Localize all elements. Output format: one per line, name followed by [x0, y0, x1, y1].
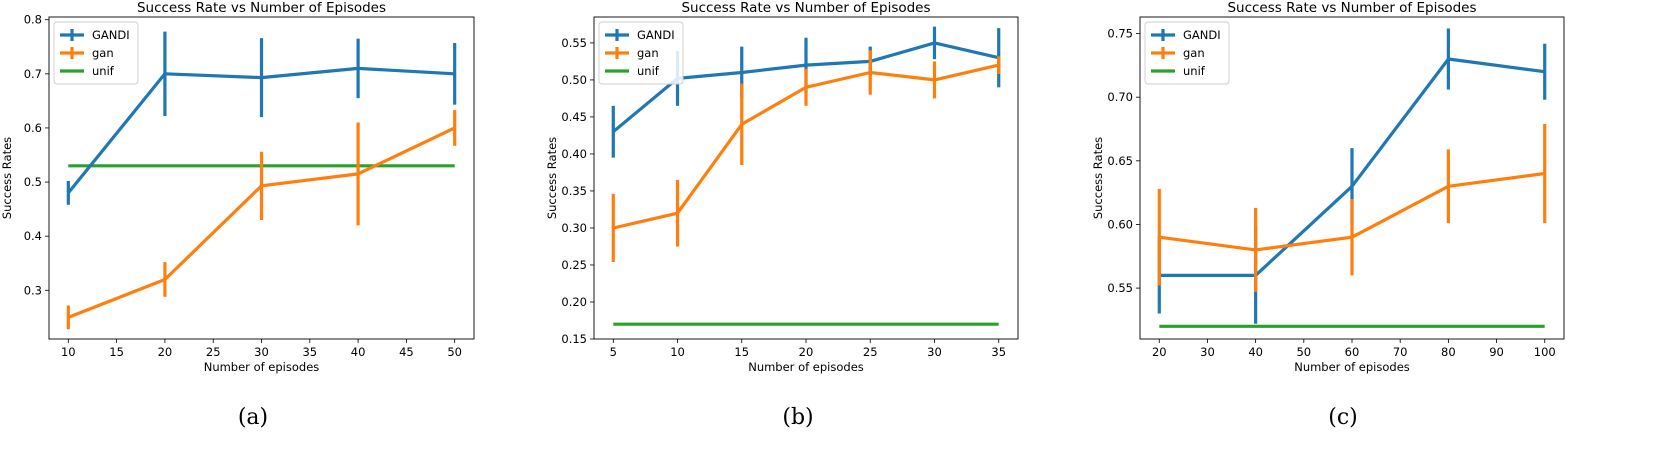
- legend-label-gan: gan: [637, 46, 659, 60]
- x-tick-label: 20: [799, 345, 814, 359]
- x-tick-label: 60: [1345, 345, 1360, 359]
- x-tick-label: 20: [158, 345, 173, 359]
- x-tick-label: 25: [206, 345, 221, 359]
- x-tick-label: 20: [1152, 345, 1167, 359]
- y-tick-label: 0.7: [24, 67, 42, 81]
- y-tick-label: 0.25: [561, 258, 587, 272]
- plot-frame: [593, 16, 1019, 340]
- chart-panel-a: Success Rate vs Number of Episodes 10 15 20…: [0, 0, 475, 430]
- x-tick-label: 30: [927, 345, 942, 359]
- x-tick-label: 15: [109, 345, 124, 359]
- legend-label-gan: gan: [92, 46, 114, 60]
- y-tick-label: 0.50: [561, 73, 587, 87]
- y-axis-label: Success Rates: [545, 137, 559, 219]
- y-tick-label: 0.8: [24, 13, 42, 27]
- x-axis-label: Number of episodes: [748, 360, 864, 374]
- series-gan: [66, 110, 457, 330]
- x-tick-label: 15: [734, 345, 749, 359]
- series-gan: [611, 50, 1001, 263]
- y-tick-label: 0.4: [24, 229, 42, 243]
- x-tick-label: 30: [1200, 345, 1215, 359]
- y-tick-label: 0.5: [24, 175, 42, 189]
- chart-title: Success Rate vs Number of Episodes: [1227, 0, 1476, 16]
- x-tick-label: 80: [1441, 345, 1456, 359]
- x-tick-label: 100: [1534, 345, 1556, 359]
- x-tick-label: 90: [1489, 345, 1504, 359]
- plot-frame: [1139, 16, 1565, 340]
- y-tick-label: 0.55: [561, 36, 587, 50]
- x-axis-label: Number of episodes: [1294, 360, 1410, 374]
- x-axis-label: Number of episodes: [204, 360, 320, 374]
- x-tick-label: 30: [254, 345, 269, 359]
- y-tick-label: 0.30: [561, 221, 587, 235]
- x-tick-label: 25: [863, 345, 878, 359]
- legend-box: [1144, 21, 1230, 85]
- x-tick-label: 50: [447, 345, 462, 359]
- y-tick-label: 0.75: [1107, 27, 1133, 41]
- y-tick-label: 0.60: [1107, 217, 1133, 231]
- x-tick-label: 70: [1393, 345, 1408, 359]
- y-tick-label: 0.3: [24, 283, 42, 297]
- y-tick-label: 0.45: [561, 110, 587, 124]
- y-tick-label: 0.70: [1107, 90, 1133, 104]
- y-tick-label: 0.55: [1107, 281, 1133, 295]
- legend-label-unif: unif: [92, 64, 115, 78]
- y-axis-label: Success Rates: [0, 137, 14, 219]
- x-tick-label: 40: [351, 345, 366, 359]
- chart-title: Success Rate vs Number of Episodes: [681, 0, 930, 16]
- chart-title: Success Rate vs Number of Episodes: [137, 0, 386, 16]
- y-tick-label: 0.15: [561, 332, 587, 346]
- figure-caption: (b): [782, 405, 813, 430]
- legend-label-unif: unif: [637, 64, 660, 78]
- y-tick-label: 0.20: [561, 295, 587, 309]
- figure-caption: (c): [1328, 405, 1358, 430]
- legend-box: [598, 21, 684, 85]
- x-tick-label: 35: [991, 345, 1006, 359]
- x-tick-label: 10: [670, 345, 685, 359]
- legend-label-gandi: GANDI: [1183, 28, 1221, 42]
- legend-label-gandi: GANDI: [637, 28, 675, 42]
- y-tick-label: 0.6: [24, 121, 42, 135]
- x-tick-label: 40: [1248, 345, 1263, 359]
- chart-panel-b: Success Rate vs Number of Episodes 5 10 15 2…: [545, 0, 1019, 430]
- legend-label-unif: unif: [1183, 64, 1206, 78]
- legend-box: [53, 21, 139, 85]
- figure-caption: (a): [238, 405, 268, 430]
- x-tick-label: 35: [302, 345, 317, 359]
- x-tick-label: 10: [61, 345, 76, 359]
- x-tick-label: 50: [1296, 345, 1311, 359]
- x-tick-label: 5: [610, 345, 617, 359]
- chart-panel-c: Success Rate vs Number of Episodes 20 30 40…: [1091, 0, 1565, 430]
- x-tick-label: 45: [399, 345, 414, 359]
- y-tick-label: 0.40: [561, 147, 587, 161]
- series-gandi: [66, 31, 457, 205]
- y-tick-label: 0.35: [561, 184, 587, 198]
- legend-label-gan: gan: [1183, 46, 1205, 60]
- legend-label-gandi: GANDI: [92, 28, 130, 42]
- y-tick-label: 0.65: [1107, 154, 1133, 168]
- plot-frame: [48, 16, 475, 340]
- series-gan: [1157, 123, 1547, 292]
- y-axis-label: Success Rates: [1091, 137, 1105, 219]
